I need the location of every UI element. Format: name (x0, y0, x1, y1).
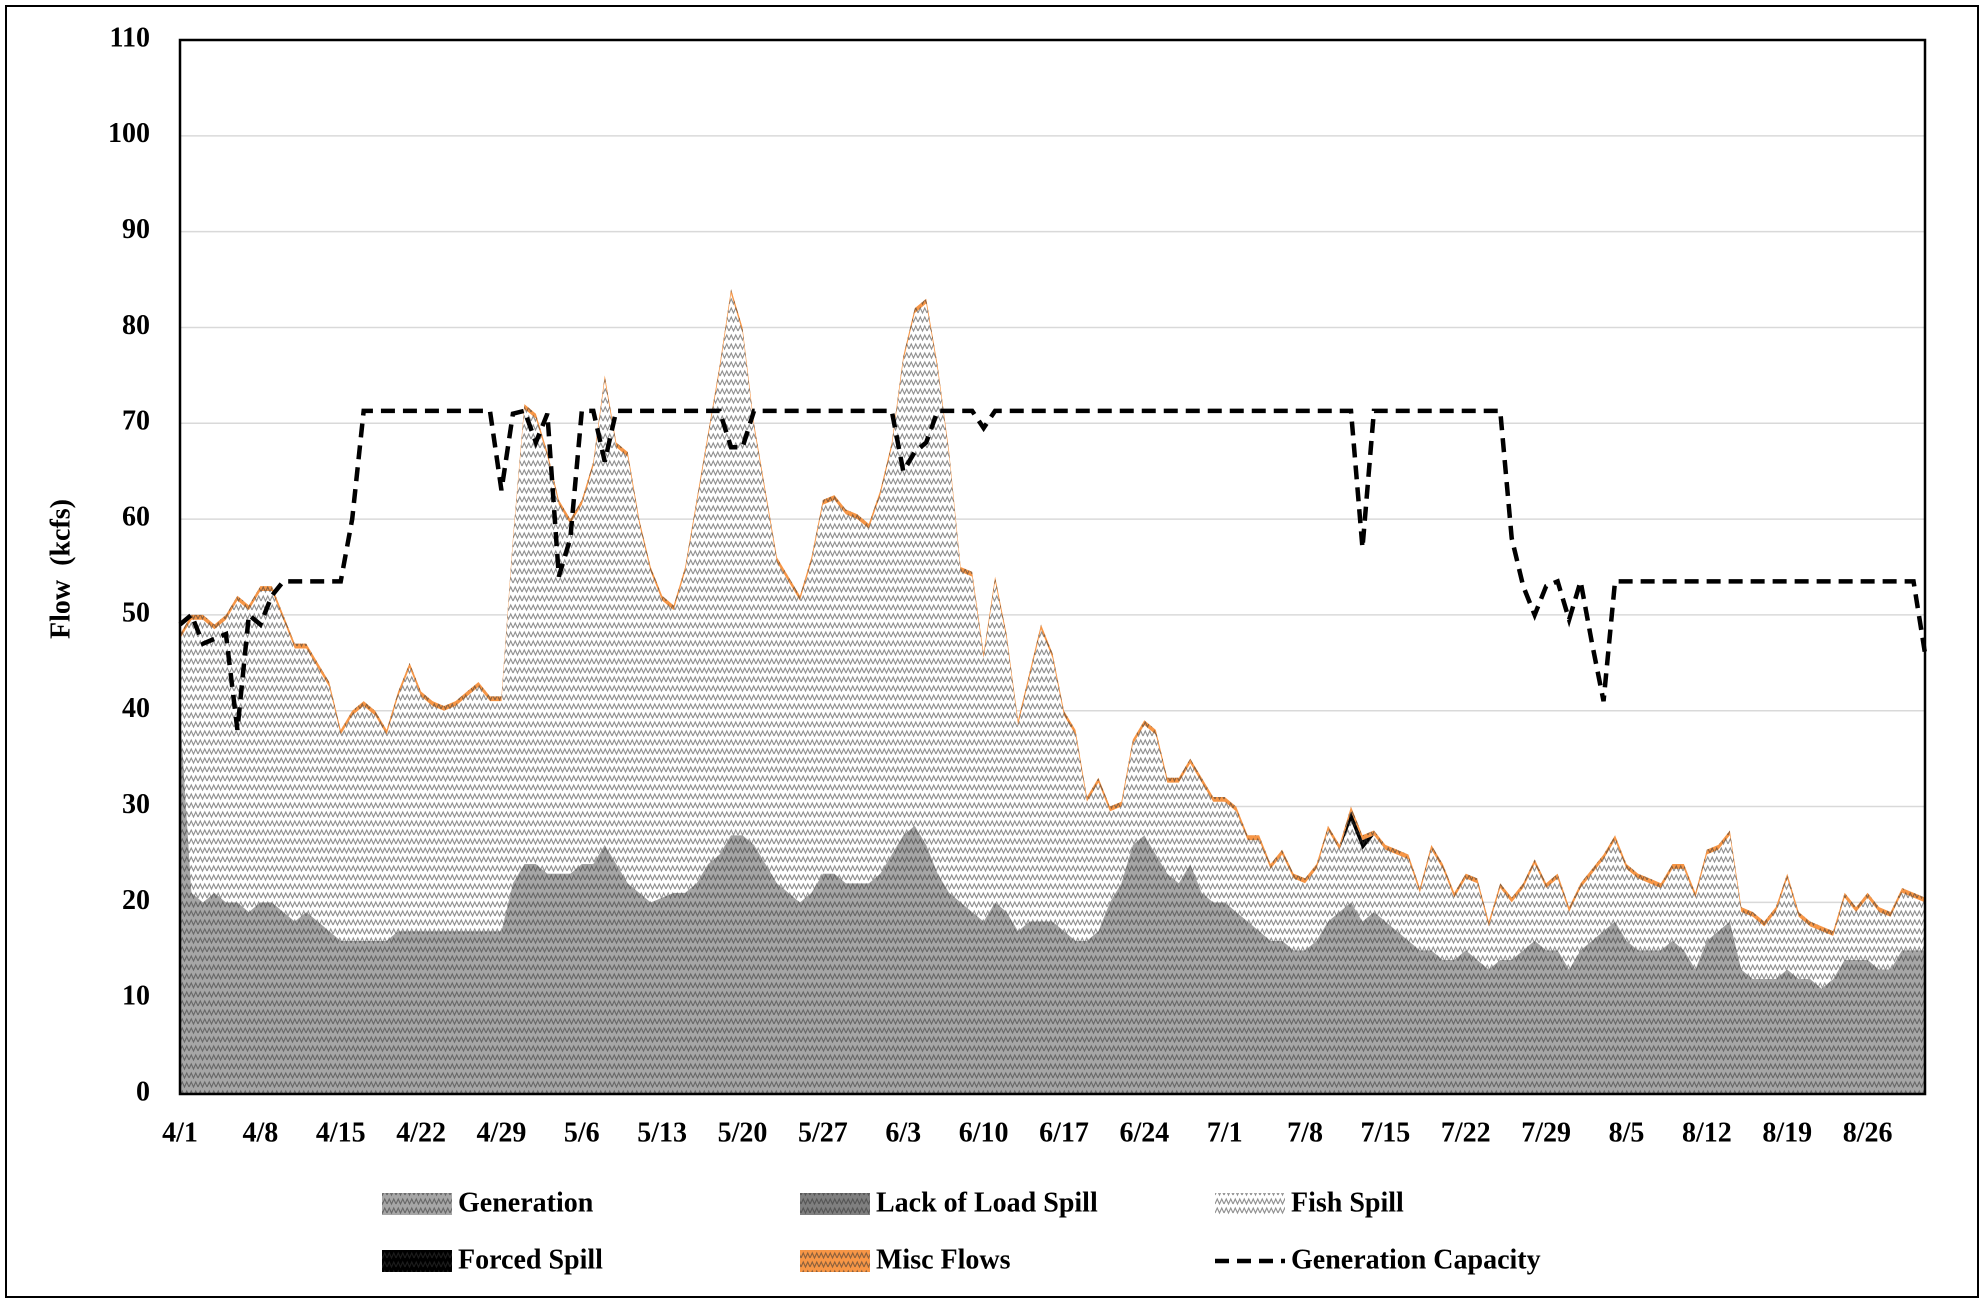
legend-label: Forced Spill (458, 1244, 603, 1275)
y-tick-label: 30 (122, 789, 150, 820)
x-tick-label: 5/27 (798, 1117, 848, 1148)
y-tick-label: 10 (122, 981, 150, 1012)
x-tick-label: 6/3 (885, 1117, 921, 1148)
x-tick-label: 8/5 (1609, 1117, 1645, 1148)
x-tick-label: 8/12 (1682, 1117, 1732, 1148)
y-tick-label: 110 (110, 22, 150, 53)
x-tick-label: 7/8 (1287, 1117, 1323, 1148)
x-tick-label: 8/26 (1843, 1117, 1893, 1148)
x-tick-label: 5/13 (637, 1117, 687, 1148)
legend-swatch-texture (382, 1193, 452, 1215)
x-tick-label: 4/29 (477, 1117, 527, 1148)
x-tick-label: 7/1 (1207, 1117, 1243, 1148)
legend-label: Misc Flows (876, 1244, 1011, 1275)
x-tick-label: 7/29 (1521, 1117, 1571, 1148)
y-tick-label: 70 (122, 406, 150, 437)
x-tick-label: 6/10 (959, 1117, 1009, 1148)
x-tick-label: 5/20 (718, 1117, 768, 1148)
legend-label: Generation Capacity (1291, 1244, 1541, 1275)
y-tick-label: 60 (122, 502, 150, 533)
area-texture (180, 710, 1925, 1094)
x-tick-label: 6/24 (1119, 1117, 1169, 1148)
legend-label: Fish Spill (1291, 1187, 1404, 1218)
y-tick-label: 40 (122, 693, 150, 724)
y-tick-label: 0 (136, 1076, 150, 1107)
area-texture (180, 293, 1925, 989)
x-tick-label: 4/22 (396, 1117, 446, 1148)
x-tick-label: 4/1 (162, 1117, 198, 1148)
y-tick-label: 50 (122, 597, 150, 628)
x-tick-label: 4/15 (316, 1117, 366, 1148)
x-tick-label: 5/6 (564, 1117, 600, 1148)
y-tick-label: 80 (122, 310, 150, 341)
x-tick-label: 4/8 (242, 1117, 278, 1148)
line (178, 408, 1928, 731)
y-tick-label: 100 (108, 118, 150, 149)
y-tick-label: 20 (122, 885, 150, 916)
y-tick-label: 90 (122, 214, 150, 245)
x-tick-label: 8/19 (1762, 1117, 1812, 1148)
legend-label: Generation (458, 1187, 594, 1218)
y-axis-title: Flow (kcfs) (45, 499, 76, 639)
legend-swatch-texture (1215, 1193, 1285, 1215)
legend-swatch-texture (382, 1250, 452, 1272)
x-tick-label: 6/17 (1039, 1117, 1089, 1148)
plot-frame (178, 38, 1927, 1096)
x-tick-label: 7/15 (1361, 1117, 1411, 1148)
x-tick-label: 7/22 (1441, 1117, 1491, 1148)
legend-label: Lack of Load Spill (876, 1187, 1098, 1218)
legend-swatch-texture (800, 1250, 870, 1272)
legend-swatch-texture (800, 1193, 870, 1215)
